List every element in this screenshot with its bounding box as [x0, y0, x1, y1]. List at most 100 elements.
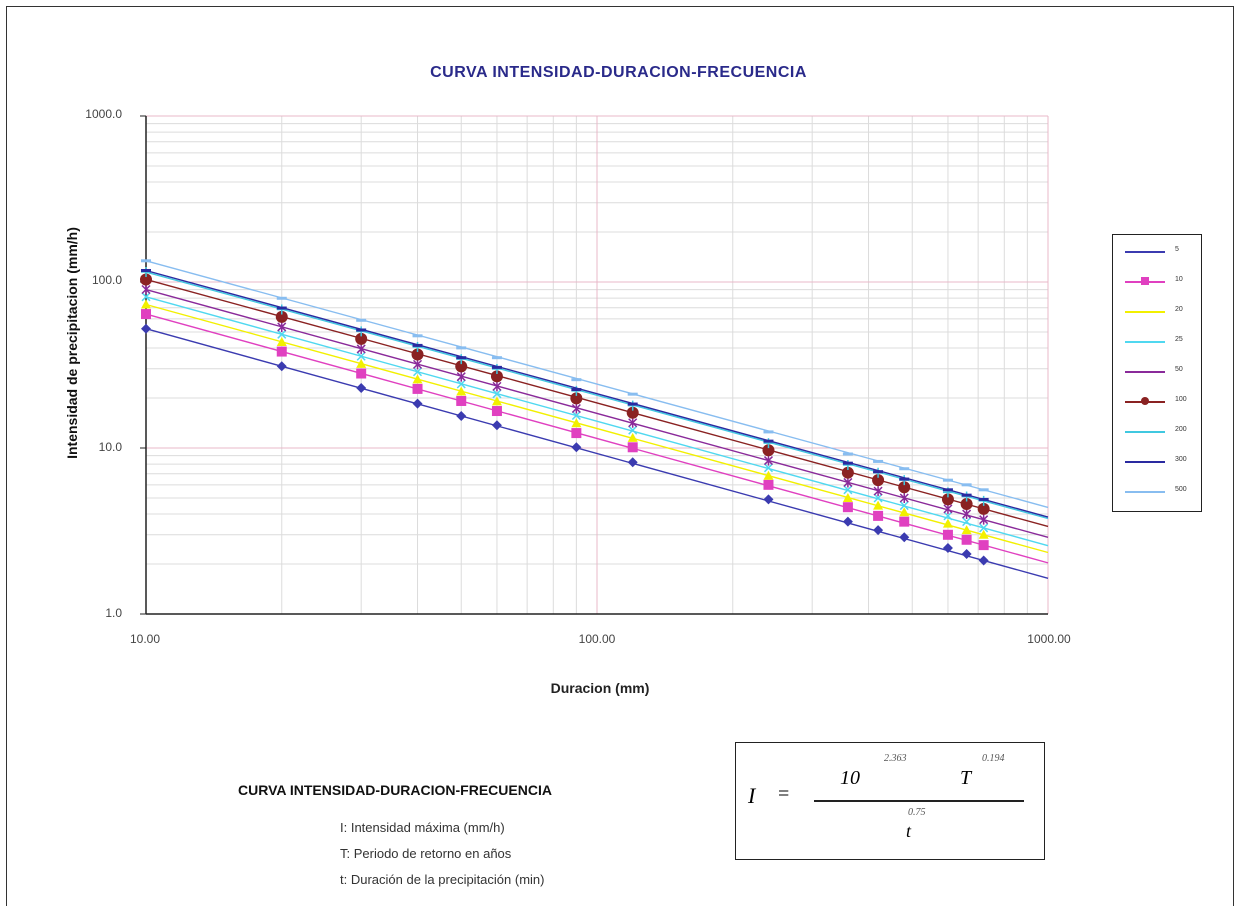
series-25-line: [145, 296, 1049, 547]
legend-marker: [1141, 277, 1149, 285]
legend-item: 200: [1113, 422, 1201, 442]
formula-section-title: CURVA INTENSIDAD-DURACION-FRECUENCIA: [238, 782, 552, 798]
series-25-point: [277, 329, 287, 339]
series-100-point: [140, 273, 152, 286]
series-10-point: [978, 540, 989, 551]
legend-item: 50: [1113, 362, 1201, 382]
series-50-point: [979, 514, 989, 525]
legend-line: [1125, 371, 1165, 373]
series-10-point: [942, 529, 953, 540]
series-50-point: [141, 284, 151, 295]
legend-line: [1125, 341, 1165, 343]
series-200-point: [412, 341, 423, 352]
series-5-point: [899, 532, 910, 543]
formula-denominator: t: [906, 821, 912, 841]
series-100-point: [841, 466, 854, 479]
series-10-point: [571, 428, 582, 439]
series-10-point: [627, 442, 638, 453]
series-10-point: [141, 309, 151, 320]
series-20-point: [899, 507, 910, 517]
series-50-point: [492, 381, 502, 392]
series-100-point: [570, 392, 583, 405]
series-50-point: [873, 486, 883, 497]
chart-legend: 5 10 20 25 50 100 200 300 500: [1112, 234, 1202, 512]
series-5-point: [571, 442, 582, 453]
series-25-point: [412, 367, 423, 377]
series-10-point: [842, 502, 853, 513]
series-10-point: [873, 510, 884, 521]
series-20-point: [842, 492, 853, 502]
series-10-point: [961, 534, 972, 545]
series-5-point: [356, 382, 367, 393]
series-5-point: [873, 525, 884, 536]
series-25-point: [873, 493, 883, 503]
series-50-point: [456, 371, 466, 382]
series-100-point: [898, 481, 911, 494]
series-25-point: [979, 523, 989, 533]
formula-t-var: T: [960, 767, 972, 789]
series-5-point: [961, 548, 972, 559]
series-20-point: [412, 374, 423, 384]
note-intensity: I: Intensidad máxima (mm/h): [340, 820, 505, 835]
y-axis-label: Intensidad de precipitacion (mm/h): [64, 227, 80, 459]
series-100-point: [872, 474, 885, 487]
legend-line: [1125, 251, 1165, 253]
series-50-point: [899, 492, 909, 503]
series-50-point: [843, 477, 853, 488]
x-tick-label: 100.00: [578, 632, 616, 646]
series-10-point: [276, 346, 287, 357]
legend-item: 25: [1113, 332, 1201, 352]
legend-label: 25: [1175, 336, 1183, 343]
series-5-point: [763, 494, 774, 505]
legend-item: 20: [1113, 302, 1201, 322]
series-20-point: [961, 525, 972, 535]
series-5-point: [141, 323, 151, 334]
x-tick-label: 10.00: [129, 632, 161, 646]
series-25-point: [943, 511, 953, 521]
legend-item: 5: [1113, 242, 1201, 262]
series-20-point: [978, 529, 989, 539]
series-100-point: [490, 370, 503, 383]
series-500-line: [145, 260, 1049, 509]
series-50-point: [412, 359, 423, 370]
legend-line: [1125, 311, 1165, 313]
series-50-point: [943, 503, 953, 514]
y-tick-label: 10.0: [98, 440, 122, 454]
series-50-point: [356, 343, 366, 354]
formula-t-exponent: 0.194: [982, 753, 1005, 764]
series-100-line: [145, 278, 1049, 528]
series-20-point: [276, 337, 287, 347]
series-25-point: [899, 501, 909, 511]
legend-item: 300: [1113, 452, 1201, 472]
series-100-point: [355, 332, 368, 345]
series-5-point: [842, 516, 853, 527]
formula-denominator-exponent: 0.75: [908, 807, 926, 818]
series-5-point: [627, 457, 638, 468]
series-100-point: [275, 310, 288, 323]
legend-label: 200: [1175, 426, 1187, 433]
legend-label: 5: [1175, 246, 1179, 253]
formula-box: I = 2.363 0.194 10 T 0.75 t: [735, 742, 1045, 860]
formula-equals: =: [778, 783, 790, 805]
series-25-point: [492, 389, 502, 399]
legend-line: [1125, 491, 1165, 493]
series-100-point: [626, 406, 639, 419]
formula-base-exponent: 2.363: [884, 753, 907, 764]
x-tick-label: 1000.00: [1027, 632, 1071, 646]
legend-label: 100: [1175, 396, 1187, 403]
series-50-point: [962, 509, 972, 520]
series-50-line: [145, 288, 1049, 539]
series-10-line: [145, 313, 1049, 564]
legend-line: [1125, 431, 1165, 433]
series-25-point: [141, 292, 151, 302]
y-tick-label: 1.0: [105, 606, 122, 620]
note-return-period: T: Periodo de retorno en años: [340, 846, 512, 861]
series-50-point: [763, 455, 774, 466]
series-20-line: [145, 303, 1049, 554]
series-25-point: [356, 351, 366, 361]
series-200-line: [145, 271, 1049, 520]
legend-label: 50: [1175, 366, 1183, 373]
series-10-point: [763, 479, 774, 490]
series-100-point: [762, 444, 775, 457]
